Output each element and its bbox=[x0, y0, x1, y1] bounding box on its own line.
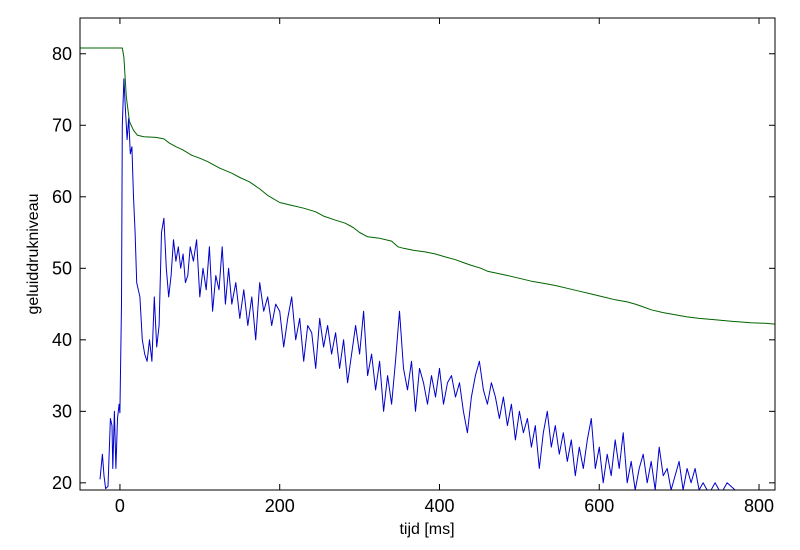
x-tick-label: 800 bbox=[744, 496, 774, 516]
x-tick-label: 200 bbox=[265, 496, 295, 516]
series-line-1 bbox=[80, 47, 775, 325]
y-tick-label: 20 bbox=[52, 473, 72, 493]
y-tick-label: 80 bbox=[52, 44, 72, 64]
x-tick-label: 600 bbox=[584, 496, 614, 516]
x-axis-label: tijd [ms] bbox=[399, 521, 454, 538]
series-line-2 bbox=[99, 78, 775, 490]
series-layer bbox=[80, 47, 775, 490]
plot-frame bbox=[79, 17, 776, 491]
y-axis-label: geluiddrukniveau bbox=[25, 194, 42, 315]
y-tick-label: 40 bbox=[52, 330, 72, 350]
x-tick-label: 0 bbox=[115, 496, 125, 516]
y-tick-label: 30 bbox=[52, 401, 72, 421]
y-tick-label: 60 bbox=[52, 187, 72, 207]
y-tick-label: 70 bbox=[52, 115, 72, 135]
y-tick-label: 50 bbox=[52, 258, 72, 278]
x-tick-label: 400 bbox=[424, 496, 454, 516]
ticks-layer: 0 200 400 600 800 20 30 40 50 60 70 80 bbox=[52, 18, 775, 516]
